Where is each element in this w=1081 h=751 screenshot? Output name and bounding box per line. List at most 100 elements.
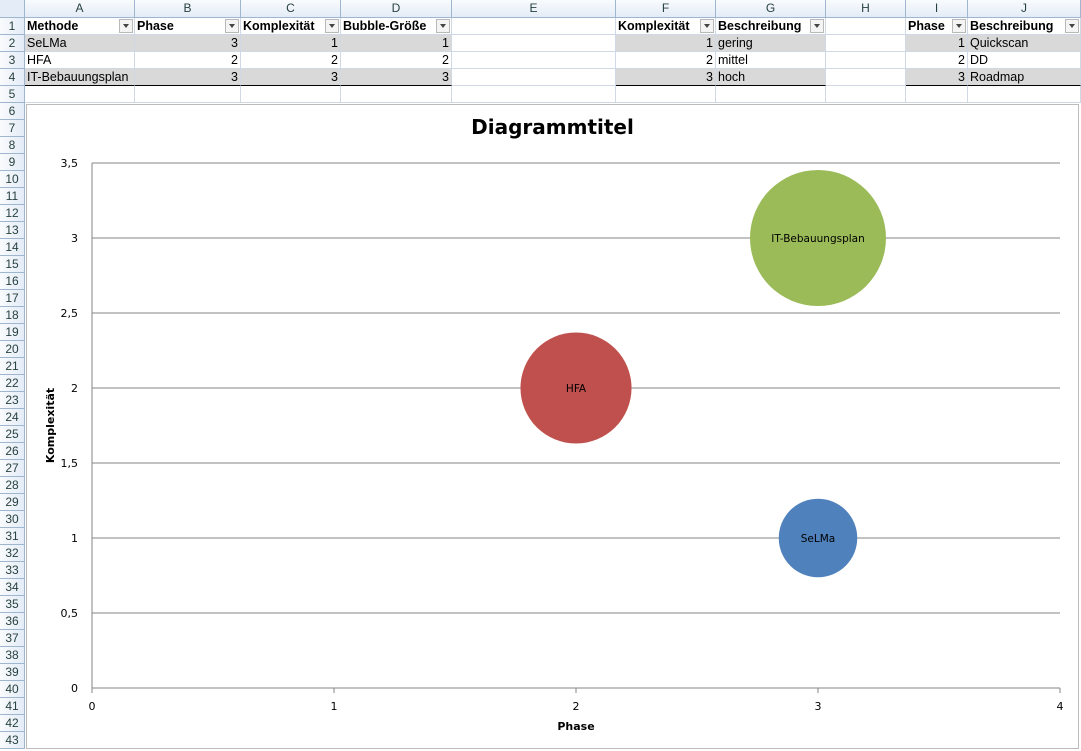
filter-dropdown-button[interactable] [225, 19, 239, 33]
cell[interactable] [826, 18, 906, 35]
komplexitaet-table-cell[interactable]: gering [716, 35, 826, 52]
select-all-corner[interactable] [0, 0, 25, 18]
bubble-chart[interactable]: Diagrammtitel 0 0,5 1 1,5 2 2,5 3 3,5 0 1 2 3 4 Phase… [26, 104, 1079, 749]
row-header-13[interactable]: 13 [0, 222, 25, 239]
column-header-a[interactable]: A [25, 0, 135, 18]
cell[interactable] [452, 52, 616, 69]
row-header-12[interactable]: 12 [0, 205, 25, 222]
row-header-22[interactable]: 22 [0, 375, 25, 392]
cell[interactable] [341, 86, 452, 103]
row-header-8[interactable]: 8 [0, 137, 25, 154]
methoden-table-cell[interactable]: 3 [241, 69, 341, 86]
row-header-6[interactable]: 6 [0, 103, 25, 120]
methoden-table-header[interactable]: Phase [135, 18, 241, 35]
row-header-31[interactable]: 31 [0, 528, 25, 545]
row-header-17[interactable]: 17 [0, 290, 25, 307]
row-header-32[interactable]: 32 [0, 545, 25, 562]
cell[interactable] [906, 86, 968, 103]
phase-table-header[interactable]: Phase [906, 18, 968, 35]
filter-dropdown-button[interactable] [1065, 19, 1079, 33]
bubble-selma[interactable] [778, 498, 858, 578]
row-header-14[interactable]: 14 [0, 239, 25, 256]
cell[interactable] [452, 86, 616, 103]
cell[interactable] [826, 69, 906, 86]
phase-table-cell[interactable]: 3 [906, 69, 968, 86]
methoden-table-cell[interactable]: 2 [341, 52, 452, 69]
methoden-table-cell[interactable]: 3 [135, 69, 241, 86]
komplexitaet-table-cell[interactable]: 2 [616, 52, 716, 69]
phase-table-cell[interactable]: 2 [906, 52, 968, 69]
bubble-it-bebauungsplan[interactable] [750, 170, 886, 306]
komplexitaet-table-cell[interactable]: 1 [616, 35, 716, 52]
row-header-28[interactable]: 28 [0, 477, 25, 494]
cell[interactable] [716, 86, 826, 103]
row-header-29[interactable]: 29 [0, 494, 25, 511]
row-header-15[interactable]: 15 [0, 256, 25, 273]
methoden-table-cell[interactable]: IT-Bebauungsplan [25, 69, 135, 86]
column-header-i[interactable]: I [906, 0, 968, 18]
row-header-9[interactable]: 9 [0, 154, 25, 171]
komplexitaet-table-header[interactable]: Komplexität [616, 18, 716, 35]
row-header-2[interactable]: 2 [0, 35, 25, 52]
row-header-30[interactable]: 30 [0, 511, 25, 528]
row-header-5[interactable]: 5 [0, 86, 25, 103]
cell[interactable] [241, 86, 341, 103]
cell[interactable] [616, 86, 716, 103]
methoden-table-cell[interactable]: 2 [241, 52, 341, 69]
methoden-table-cell[interactable]: SeLMa [25, 35, 135, 52]
row-header-27[interactable]: 27 [0, 460, 25, 477]
column-header-b[interactable]: B [135, 0, 241, 18]
column-header-e[interactable]: E [452, 0, 616, 18]
phase-table-cell[interactable]: Quickscan [968, 35, 1081, 52]
row-header-36[interactable]: 36 [0, 613, 25, 630]
row-header-20[interactable]: 20 [0, 341, 25, 358]
row-header-16[interactable]: 16 [0, 273, 25, 290]
row-header-7[interactable]: 7 [0, 120, 25, 137]
methoden-table-header[interactable]: Methode [25, 18, 135, 35]
cell[interactable] [25, 86, 135, 103]
row-header-4[interactable]: 4 [0, 69, 25, 86]
phase-table-cell[interactable]: DD [968, 52, 1081, 69]
row-header-43[interactable]: 43 [0, 732, 25, 749]
column-header-d[interactable]: D [341, 0, 452, 18]
column-header-h[interactable]: H [826, 0, 906, 18]
phase-table-header[interactable]: Beschreibung [968, 18, 1081, 35]
methoden-table-cell[interactable]: 1 [241, 35, 341, 52]
methoden-table-cell[interactable]: 2 [135, 52, 241, 69]
chart-title[interactable]: Diagrammtitel [471, 115, 634, 139]
row-header-42[interactable]: 42 [0, 715, 25, 732]
methoden-table-cell[interactable]: HFA [25, 52, 135, 69]
row-header-11[interactable]: 11 [0, 188, 25, 205]
row-header-38[interactable]: 38 [0, 647, 25, 664]
bubble-hfa[interactable] [520, 332, 632, 444]
row-header-34[interactable]: 34 [0, 579, 25, 596]
cell[interactable] [452, 18, 616, 35]
phase-table-cell[interactable]: Roadmap [968, 69, 1081, 86]
cell[interactable] [452, 69, 616, 86]
row-header-23[interactable]: 23 [0, 392, 25, 409]
row-header-3[interactable]: 3 [0, 52, 25, 69]
filter-dropdown-button[interactable] [325, 19, 339, 33]
row-header-1[interactable]: 1 [0, 18, 25, 35]
row-header-18[interactable]: 18 [0, 307, 25, 324]
methoden-table-cell[interactable]: 3 [341, 69, 452, 86]
filter-dropdown-button[interactable] [952, 19, 966, 33]
row-header-39[interactable]: 39 [0, 664, 25, 681]
cell[interactable] [968, 86, 1081, 103]
komplexitaet-table-cell[interactable]: 3 [616, 69, 716, 86]
methoden-table-cell[interactable]: 1 [341, 35, 452, 52]
komplexitaet-table-cell[interactable]: hoch [716, 69, 826, 86]
filter-dropdown-button[interactable] [119, 19, 133, 33]
row-header-25[interactable]: 25 [0, 426, 25, 443]
row-header-10[interactable]: 10 [0, 171, 25, 188]
filter-dropdown-button[interactable] [436, 19, 450, 33]
komplexitaet-table-cell[interactable]: mittel [716, 52, 826, 69]
row-header-33[interactable]: 33 [0, 562, 25, 579]
row-header-21[interactable]: 21 [0, 358, 25, 375]
column-header-c[interactable]: C [241, 0, 341, 18]
row-header-40[interactable]: 40 [0, 681, 25, 698]
column-header-g[interactable]: G [716, 0, 826, 18]
row-header-24[interactable]: 24 [0, 409, 25, 426]
cell[interactable] [826, 86, 906, 103]
column-header-j[interactable]: J [968, 0, 1081, 18]
